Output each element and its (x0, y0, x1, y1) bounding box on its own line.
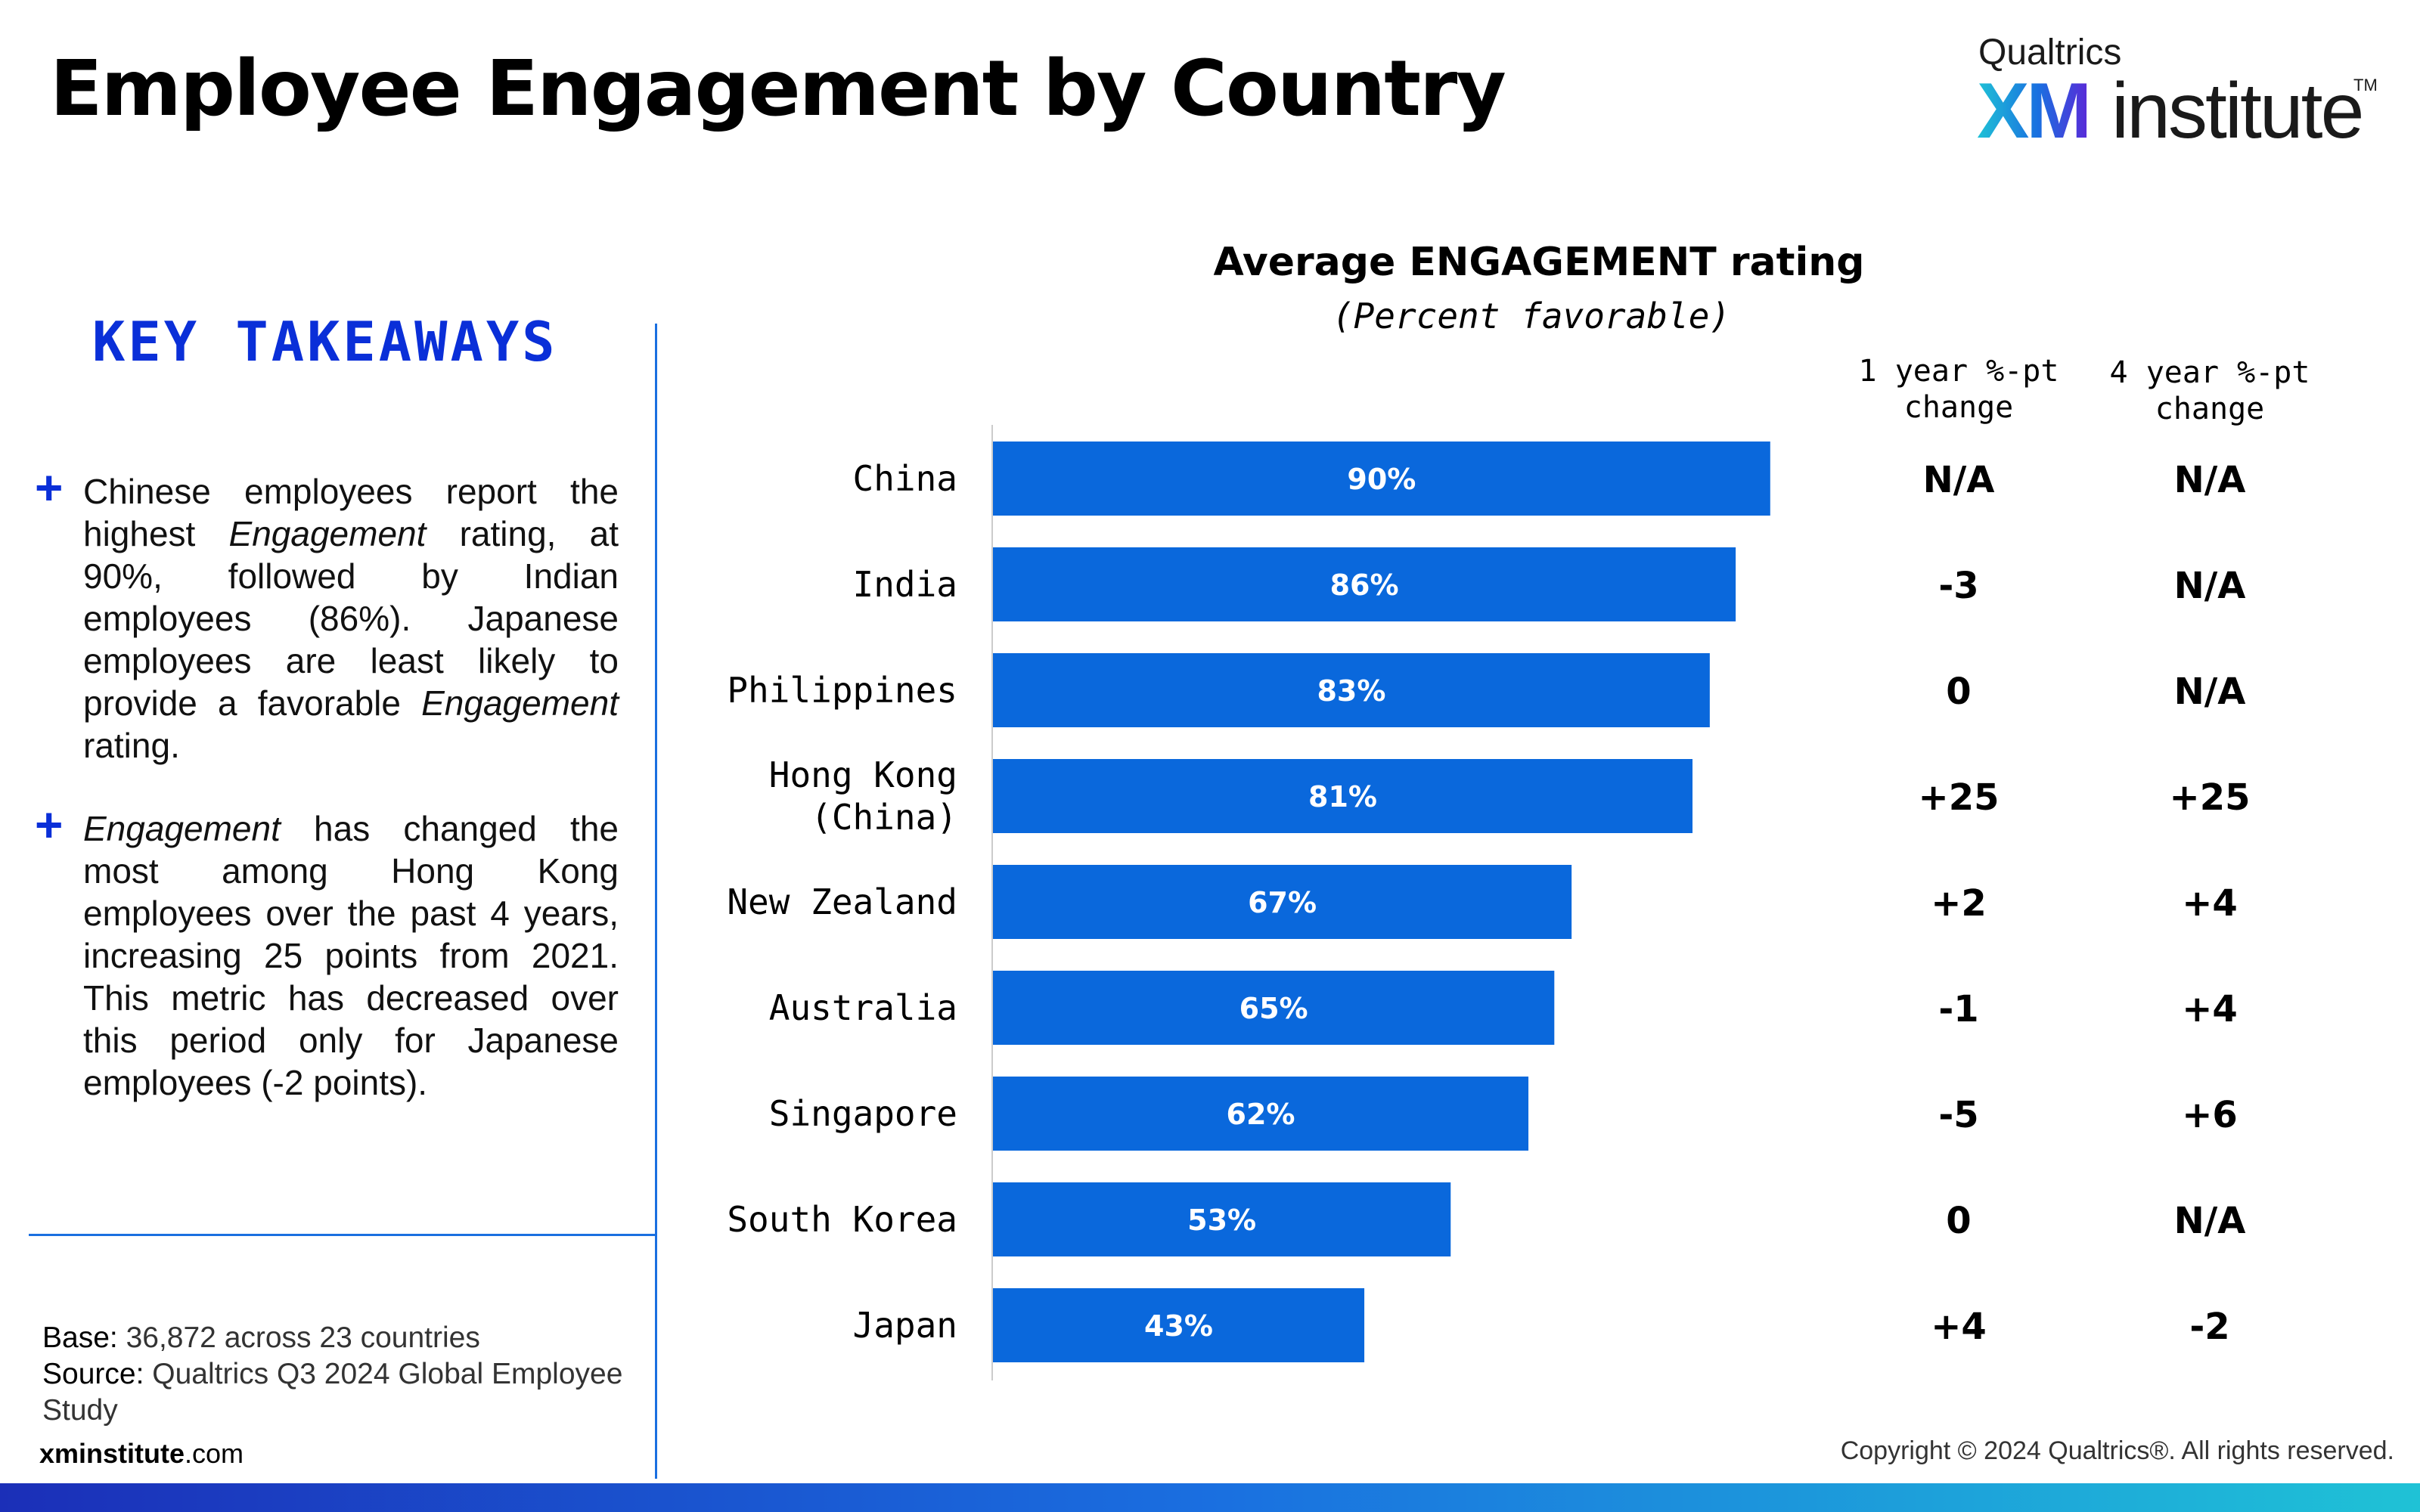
logo-xm: XM (1977, 67, 2092, 155)
logo-brand: Qualtrics (1978, 33, 2122, 73)
bar (993, 759, 1693, 833)
site-url[interactable]: xminstitute.com (39, 1438, 244, 1469)
copyright: Copyright © 2024 Qualtrics®. All rights … (1840, 1436, 2394, 1465)
base-note: Base: 36,872 across 23 countries (42, 1321, 480, 1354)
change-value: N/A (2174, 671, 2246, 713)
key-takeaways-heading: KEY TAKEAWAYS (92, 310, 558, 373)
change-value: 0 (1946, 1200, 1971, 1242)
bar-value-label: 65% (1239, 992, 1308, 1025)
panel-divider-horizontal (29, 1234, 656, 1236)
bar-value-label: 67% (1248, 886, 1317, 919)
change-value: -3 (1938, 565, 1978, 607)
category-label: Japan (853, 1305, 957, 1346)
bar-value-label: 83% (1317, 674, 1385, 708)
bar (993, 865, 1572, 939)
takeaway-item: + Chinese employees report the highest E… (35, 460, 619, 767)
category-label: Australia (769, 987, 957, 1028)
page-title: Employee Engagement by Country (50, 44, 1506, 134)
category-label: Hong Kong (769, 754, 957, 795)
change-value: 0 (1946, 671, 1971, 713)
change-value: -1 (1938, 988, 1978, 1030)
change-value: +2 (1931, 882, 1987, 925)
bar-value-label: 62% (1227, 1098, 1295, 1131)
change-value: N/A (2174, 459, 2246, 501)
change-value: +25 (2169, 776, 2250, 819)
bar (993, 442, 1770, 516)
change-value: N/A (1923, 459, 1995, 501)
category-label: Singapore (769, 1093, 957, 1134)
column-header: 1 year %-pt (1859, 354, 2059, 389)
bottom-bar-gap (0, 1479, 2420, 1483)
bar-value-label: 81% (1308, 780, 1377, 813)
takeaway-text: Chinese employees report the highest Eng… (83, 472, 619, 765)
takeaway-text: Engagement has changed the most among Ho… (83, 809, 619, 1102)
category-label: South Korea (727, 1199, 957, 1240)
takeaway-item: + Engagement has changed the most among … (35, 798, 619, 1104)
logo-tm: TM (2353, 76, 2378, 94)
change-value: +25 (1918, 776, 1999, 819)
bar-value-label: 86% (1330, 569, 1399, 602)
category-label: New Zealand (727, 881, 957, 922)
chart-title: Average ENGAGEMENT rating (1213, 240, 1864, 285)
category-label: China (853, 458, 957, 499)
category-label: India (853, 564, 957, 605)
plus-icon: + (35, 460, 64, 515)
change-value: N/A (2174, 565, 2246, 607)
bar-value-label: 53% (1187, 1204, 1256, 1237)
bar-value-label: 90% (1347, 463, 1416, 496)
bottom-gradient-bar (0, 1483, 2420, 1512)
change-value: +4 (1931, 1306, 1987, 1348)
logo-institute: institute (2111, 67, 2364, 155)
bar (993, 547, 1736, 621)
source-note: Source: Qualtrics Q3 2024 Global Employe… (42, 1358, 623, 1427)
change-value: -2 (2189, 1306, 2229, 1348)
panel-divider-vertical (655, 324, 657, 1483)
bar (993, 1288, 1365, 1362)
bar (993, 1182, 1451, 1256)
bar-value-label: 43% (1144, 1309, 1213, 1343)
category-label: (China) (811, 797, 957, 838)
change-value: N/A (2174, 1200, 2246, 1242)
bar (993, 971, 1555, 1045)
plus-icon: + (35, 798, 64, 852)
bar (993, 653, 1710, 727)
column-header: change (1904, 390, 2014, 425)
category-label: Philippines (727, 670, 957, 711)
change-value: +4 (2182, 882, 2238, 925)
bar (993, 1077, 1529, 1151)
change-value: -5 (1938, 1094, 1978, 1136)
column-header: 4 year %-pt (2110, 355, 2310, 390)
qualtrics-xm-institute-logo: Qualtrics XM institute TM (1977, 29, 2378, 155)
column-header: change (2155, 392, 2265, 426)
change-value: +6 (2182, 1094, 2238, 1136)
chart-subtitle: (Percent favorable) (1333, 296, 1730, 336)
change-value: +4 (2182, 988, 2238, 1030)
